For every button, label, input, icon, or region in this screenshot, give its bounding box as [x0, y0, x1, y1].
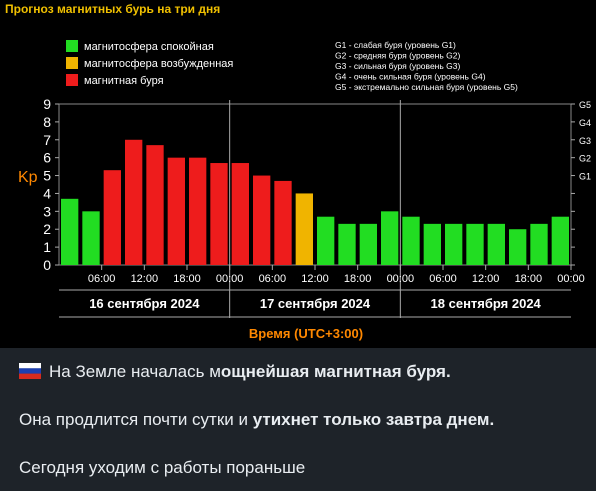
x-tick-label: 00:00	[387, 273, 415, 285]
bar	[338, 223, 356, 265]
x-tick-label: 12:00	[131, 273, 159, 285]
x-tick-label: 00:00	[216, 273, 244, 285]
x-axis-label: Время (UTC+3:00)	[249, 326, 363, 341]
legend-label-quiet: магнитосфера спокойная	[84, 41, 214, 53]
x-tick-label: 06:00	[88, 273, 116, 285]
y-tick-label: 0	[43, 257, 51, 273]
g-tick-label: G1	[579, 172, 591, 182]
x-tick-label: 00:00	[557, 273, 585, 285]
caption-line-1: На Земле началась мощнейшая магнитная бу…	[19, 362, 451, 382]
bar	[295, 193, 313, 265]
g-legend-item: G2 - средняя буря (уровень G2)	[335, 51, 460, 61]
bar	[253, 175, 271, 265]
g-legend-item: G4 - очень сильная буря (уровень G4)	[335, 72, 486, 82]
legend-label-storm: магнитная буря	[84, 75, 164, 87]
day-label: 16 сентября 2024	[89, 296, 200, 311]
bar	[231, 163, 249, 265]
x-tick-label: 18:00	[173, 273, 201, 285]
g-legend-item: G1 - слабая буря (уровень G1)	[335, 40, 456, 50]
bar	[466, 223, 484, 265]
bar	[381, 211, 399, 265]
caption-line-1-bold: ощнейшая магнитная буря.	[220, 362, 451, 381]
bar	[274, 180, 292, 265]
bar	[146, 145, 164, 265]
axes: 0 1 2 3 45 6 7 8 9 G5 G4 G3 G2 G1 06:00 12:00 18:00 00:00…	[43, 96, 591, 318]
x-tick-label: 06:00	[429, 273, 457, 285]
chart-title: Прогноз магнитных бурь на три дня	[5, 2, 220, 16]
caption-line-2: Она продлится почти сутки и утихнет толь…	[19, 410, 494, 430]
caption-line-2-text: Она продлится почти сутки и	[19, 410, 253, 429]
y-tick-label: 2	[43, 221, 51, 237]
bar	[189, 157, 207, 265]
caption-line-2-bold: утихнет только завтра днем.	[252, 410, 495, 429]
bar	[487, 223, 505, 265]
g-legend-item: G3 - сильная буря (уровень G3)	[335, 61, 461, 71]
legend-swatch-storm	[66, 74, 78, 86]
forecast-chart[interactable]: Прогноз магнитных бурь на три дня магнит…	[0, 0, 596, 348]
y-tick-label: 5	[43, 168, 51, 184]
x-tick-label: 18:00	[344, 273, 372, 285]
g-tick-label: G5	[579, 100, 591, 110]
y-tick-label: 8	[43, 114, 51, 130]
x-tick-label: 06:00	[259, 273, 287, 285]
bar	[509, 229, 527, 265]
y-tick-label: 4	[43, 185, 51, 201]
bar	[423, 223, 441, 265]
caption-line-1-text: На Земле началась м	[49, 362, 221, 381]
legend-label-active: магнитосфера возбужденная	[84, 58, 233, 70]
bar	[103, 170, 121, 265]
bar	[317, 216, 335, 265]
y-tick-label: 3	[43, 203, 51, 219]
g-tick-label: G4	[579, 118, 591, 128]
x-tick-label: 12:00	[472, 273, 500, 285]
bar	[402, 216, 420, 265]
bar	[530, 223, 548, 265]
bar	[210, 163, 228, 265]
state-legend: магнитосфера спокойная магнитосфера возбу…	[66, 40, 233, 87]
g-legend-item: G5 - экстремально сильная буря (уровень …	[335, 82, 518, 92]
caption-line-3: Сегодня уходим с работы пораньше	[19, 458, 306, 477]
bar	[359, 223, 377, 265]
bar	[445, 223, 463, 265]
y-tick-label: 9	[43, 96, 51, 112]
x-tick-label: 12:00	[301, 273, 329, 285]
g-tick-label: G3	[579, 136, 591, 146]
g-level-legend: G1 - слабая буря (уровень G1)G2 - средня…	[335, 40, 518, 92]
bar	[551, 216, 569, 265]
legend-swatch-active	[66, 57, 78, 69]
y-tick-label: 7	[43, 132, 51, 148]
bar	[125, 139, 143, 265]
g-tick-label: G2	[579, 154, 591, 164]
bar	[82, 211, 100, 265]
bars	[61, 139, 569, 265]
y-tick-label: 1	[43, 239, 51, 255]
y-axis-label: Kp	[18, 169, 38, 186]
x-tick-label: 18:00	[515, 273, 543, 285]
day-label: 18 сентября 2024	[431, 296, 542, 311]
day-label: 17 сентября 2024	[260, 296, 371, 311]
chart-svg: Прогноз магнитных бурь на три дня магнит…	[5, 2, 591, 341]
bar	[61, 198, 79, 265]
russia-flag-icon	[19, 363, 41, 379]
legend-swatch-quiet	[66, 40, 78, 52]
bar	[167, 157, 185, 265]
y-tick-label: 6	[43, 150, 51, 166]
